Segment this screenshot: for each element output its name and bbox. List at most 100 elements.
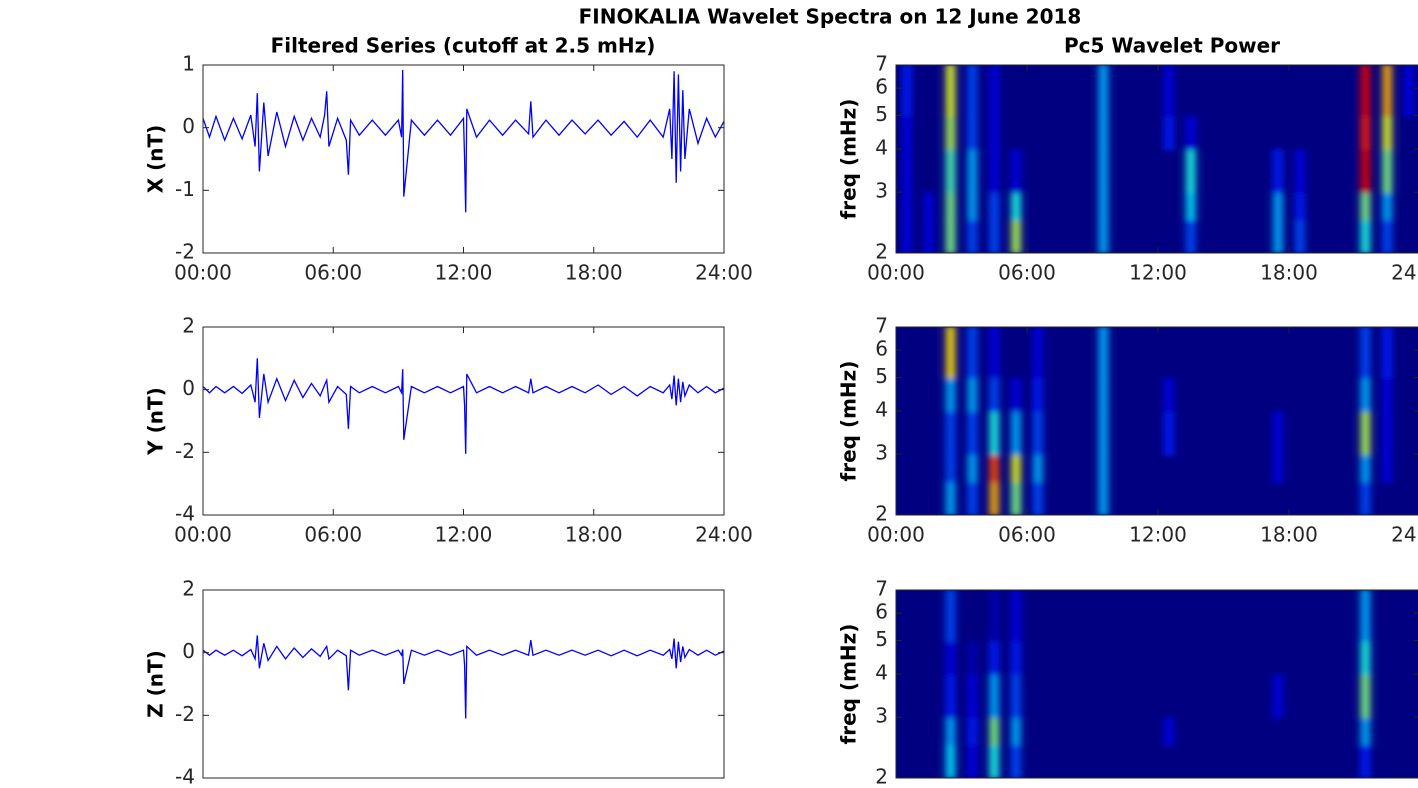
heatmap-cell [1011, 191, 1021, 221]
heatmap-cell [968, 376, 977, 412]
heatmap-cell [1033, 376, 1043, 412]
heatmap-cell [1382, 480, 1392, 515]
heatmap-cell [1208, 480, 1217, 515]
heatmap-cell [1208, 590, 1217, 642]
heatmap-cell [1382, 191, 1392, 221]
heatmap-cell [1251, 327, 1261, 379]
y-tick-label: 4 [875, 660, 888, 684]
heatmap-cell [968, 327, 977, 379]
heatmap-cell [1317, 376, 1327, 412]
heatmap-cell [1186, 480, 1196, 515]
heatmap-cell [1339, 191, 1348, 221]
heatmap-cell [968, 672, 977, 719]
x-tick-label: 18:00 [565, 261, 623, 285]
heatmap-cell [968, 191, 977, 221]
heatmap-cell [1033, 409, 1043, 456]
heatmap-background [896, 327, 1418, 515]
heatmap-cell [1033, 743, 1043, 778]
heatmap-cell [1339, 716, 1348, 746]
heatmap-cell [1230, 453, 1239, 483]
heatmap-cell [1120, 114, 1130, 150]
heatmap-cell [1251, 147, 1261, 194]
heatmap-cell [1011, 218, 1021, 253]
heatmap-cell [1142, 409, 1152, 456]
heatmap-cell [1077, 191, 1086, 221]
heatmap-cell [902, 743, 912, 778]
heatmap-cell [946, 327, 955, 379]
heatmap-cell [1251, 218, 1261, 253]
x-tick-label: 00:00 [867, 523, 925, 547]
heatmap-cell [1230, 480, 1239, 515]
heatmap-cell [1361, 716, 1370, 746]
heatmap-cell [1099, 327, 1108, 379]
heatmap-cell [1011, 590, 1021, 642]
heatmap-cell [1186, 65, 1196, 117]
y-tick-label: 2 [875, 765, 888, 788]
y-tick-label: 3 [875, 441, 888, 465]
heatmap-cell [1033, 590, 1043, 642]
heatmap-cell [1273, 147, 1283, 194]
heatmap-cell [1120, 480, 1130, 515]
heatmap-cell [1142, 114, 1152, 150]
heatmap-cell [1251, 409, 1261, 456]
y-tick-label: 4 [875, 135, 888, 159]
heatmap-cell [1273, 65, 1283, 117]
heatmap-cell [1099, 191, 1108, 221]
heatmap-cell [1208, 639, 1217, 675]
y-axis-label: X (nT) [144, 125, 168, 194]
heatmap-cell [968, 716, 977, 746]
heatmap-cell [1230, 672, 1239, 719]
heatmap-cell [989, 480, 999, 515]
heatmap-cell [1186, 743, 1196, 778]
heatmap-cell [1404, 114, 1414, 150]
heatmap-cell [1382, 672, 1392, 719]
heatmap-cell [1382, 639, 1392, 675]
heatmap-cell [1142, 716, 1152, 746]
heatmap-cell [1099, 65, 1108, 117]
heatmap-cell [968, 409, 977, 456]
heatmap-cell [1230, 716, 1239, 746]
heatmap-cell [1011, 672, 1021, 719]
heatmap-cell [1295, 453, 1305, 483]
heatmap-cell [1142, 65, 1152, 117]
heatmap-cell [1120, 639, 1130, 675]
x-tick-label: 18:00 [1260, 523, 1318, 547]
heatmap-cell [1404, 376, 1414, 412]
heatmap-cell [1077, 376, 1086, 412]
heatmap-cell [1011, 327, 1021, 379]
heatmap-cell [1361, 327, 1370, 379]
y-tick-label: 2 [182, 577, 195, 601]
heatmap-cell [1208, 716, 1217, 746]
heatmap-cell [1251, 114, 1261, 150]
heatmap-cell [946, 743, 955, 778]
subplot-title: Filtered Series (cutoff at 2.5 mHz) [271, 34, 656, 58]
heatmap-cell [924, 327, 934, 379]
heatmap-cell [1120, 65, 1130, 117]
y-tick-label: 7 [875, 577, 888, 601]
heatmap-cell [946, 191, 955, 221]
axes-frame [202, 326, 725, 516]
heatmap-cell [924, 147, 934, 194]
x-tick-label: 24:00 [695, 261, 753, 285]
heatmap-cell [1339, 480, 1348, 515]
heatmap-cell [1208, 191, 1217, 221]
heatmap-cell [1077, 672, 1086, 719]
heatmap [902, 590, 1414, 778]
heatmap-cell [924, 191, 934, 221]
heatmap-cell [1339, 409, 1348, 456]
heatmap-cell [1120, 191, 1130, 221]
heatmap-cell [1230, 376, 1239, 412]
heatmap-cell [989, 590, 999, 642]
heatmap-cell [968, 639, 977, 675]
y-tick-label: 2 [875, 502, 888, 526]
heatmap-cell [1055, 114, 1065, 150]
heatmap-cell [1208, 114, 1217, 150]
heatmap-cell [1339, 218, 1348, 253]
heatmap-cell [1208, 376, 1217, 412]
heatmap-cell [1077, 409, 1086, 456]
heatmap-cell [1251, 716, 1261, 746]
heatmap-cell [946, 218, 955, 253]
heatmap-cell [1164, 191, 1174, 221]
y-axis-label: freq (mHz) [837, 361, 861, 482]
heatmap-cell [1251, 191, 1261, 221]
